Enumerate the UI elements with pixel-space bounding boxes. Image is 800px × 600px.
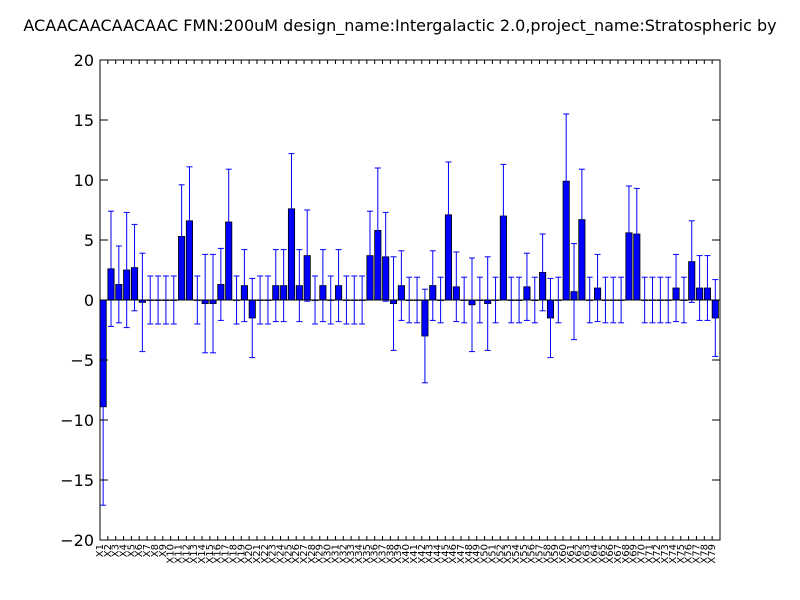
x-tick-label: X2 (103, 544, 114, 557)
y-tick-label: 10 (74, 171, 94, 190)
x-tick-label: X52 (495, 544, 506, 564)
x-tick-label: X10 (166, 544, 177, 564)
x-tick-label: X66 (605, 544, 616, 564)
x-tick-label: X6 (134, 544, 145, 557)
x-tick-label: X37 (378, 544, 389, 564)
x-tick-label: X36 (370, 544, 381, 564)
x-tick-label: X55 (519, 544, 530, 564)
x-tick-label: X56 (527, 544, 538, 564)
x-tick-label: X48 (464, 544, 475, 564)
x-tick-label: X76 (684, 544, 695, 564)
y-tick-label: −5 (70, 351, 94, 370)
x-tick-label: X23 (268, 544, 279, 564)
x-tick-label: X43 (425, 544, 436, 564)
x-tick-label: X14 (197, 544, 208, 564)
x-tick-label: X73 (660, 544, 671, 564)
x-tick-label: X77 (691, 544, 702, 564)
y-tick-label: 15 (74, 111, 94, 130)
x-tick-label: X26 (291, 544, 302, 564)
x-axis: X1X2X3X4X5X6X7X8X9X10X11X12X13X14X15X16X… (95, 60, 718, 564)
x-tick-label: X78 (699, 544, 710, 564)
x-tick-label: X11 (173, 544, 184, 564)
x-tick-label: X61 (566, 544, 577, 564)
x-tick-label: X27 (299, 544, 310, 564)
x-tick-label: X70 (637, 544, 648, 564)
y-tick-label: −10 (60, 411, 94, 430)
x-tick-label: X62 (574, 544, 585, 564)
x-tick-label: X51 (487, 544, 498, 564)
x-tick-label: X64 (589, 544, 600, 564)
x-tick-label: X7 (142, 544, 153, 557)
x-tick-label: X5 (126, 544, 137, 557)
x-tick-label: X67 (613, 544, 624, 564)
x-tick-label: X31 (330, 544, 341, 564)
x-tick-label: X32 (338, 544, 349, 564)
x-tick-label: X59 (550, 544, 561, 564)
x-tick-label: X69 (629, 544, 640, 564)
x-tick-label: X42 (417, 544, 428, 564)
x-tick-label: X47 (456, 544, 467, 564)
x-tick-label: X33 (346, 544, 357, 564)
x-tick-label: X3 (111, 544, 122, 557)
x-tick-label: X65 (597, 544, 608, 564)
x-tick-label: X8 (150, 544, 161, 557)
x-tick-label: X13 (189, 544, 200, 564)
x-tick-label: X34 (354, 544, 365, 564)
chart-title: ACAACAACAACAAC FMN:200uM design_name:Int… (23, 16, 777, 35)
x-tick-label: X20 (244, 544, 255, 564)
x-tick-label: X21 (252, 544, 263, 564)
x-tick-label: X28 (307, 544, 318, 564)
x-tick-label: X22 (260, 544, 271, 564)
x-tick-label: X9 (158, 544, 169, 557)
x-tick-label: X57 (534, 544, 545, 564)
y-tick-label: −20 (60, 531, 94, 550)
x-tick-label: X35 (362, 544, 373, 564)
x-tick-label: X16 (213, 544, 224, 564)
x-tick-label: X24 (276, 544, 287, 564)
x-tick-label: X30 (323, 544, 334, 564)
x-tick-label: X44 (432, 544, 443, 564)
x-tick-label: X39 (393, 544, 404, 564)
y-tick-label: 0 (84, 291, 94, 310)
x-tick-label: X18 (228, 544, 239, 564)
x-tick-label: X12 (181, 544, 192, 564)
x-tick-label: X45 (440, 544, 451, 564)
y-tick-label: −15 (60, 471, 94, 490)
x-tick-label: X68 (621, 544, 632, 564)
x-tick-label: X29 (315, 544, 326, 564)
error-bars-layer (100, 113, 719, 506)
x-tick-label: X58 (542, 544, 553, 564)
x-tick-label: X41 (409, 544, 420, 564)
y-tick-label: 5 (84, 231, 94, 250)
x-tick-label: X54 (511, 544, 522, 564)
x-tick-label: X50 (480, 544, 491, 564)
y-tick-label: 20 (74, 51, 94, 70)
x-tick-label: X17 (221, 544, 232, 564)
x-tick-label: X60 (558, 544, 569, 564)
x-tick-label: X74 (668, 544, 679, 564)
x-tick-label: X71 (644, 544, 655, 564)
x-tick-label: X75 (676, 544, 687, 564)
x-tick-label: X4 (119, 544, 130, 557)
x-tick-label: X25 (283, 544, 294, 564)
x-tick-label: X63 (582, 544, 593, 564)
x-tick-label: X1 (95, 544, 106, 557)
x-tick-label: X19 (236, 544, 247, 564)
x-tick-label: X15 (205, 544, 216, 564)
y-axis: 20 15 10 5 0 −5 −10 −15 −20 (60, 51, 720, 550)
x-tick-label: X38 (385, 544, 396, 564)
x-tick-label: X40 (401, 544, 412, 564)
x-tick-label: X72 (652, 544, 663, 564)
x-tick-label: X49 (472, 544, 483, 564)
x-tick-label: X79 (707, 544, 718, 564)
x-tick-label: X53 (503, 544, 514, 564)
x-tick-label: X46 (448, 544, 459, 564)
